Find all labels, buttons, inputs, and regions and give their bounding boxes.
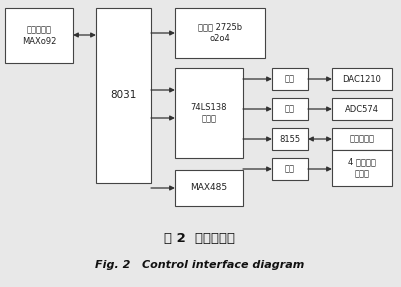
Bar <box>272 158 308 180</box>
Text: MAX485: MAX485 <box>190 183 227 193</box>
Text: 光耦: 光耦 <box>285 75 295 84</box>
Text: 存储器 2725b
o2o4: 存储器 2725b o2o4 <box>198 23 242 43</box>
Bar <box>332 128 392 150</box>
Bar <box>5 8 73 63</box>
Text: 图 2  控制接口图: 图 2 控制接口图 <box>164 232 235 245</box>
Bar <box>175 68 243 158</box>
Text: ADC574: ADC574 <box>345 104 379 113</box>
Bar <box>272 68 308 90</box>
Text: 光耦: 光耦 <box>285 104 295 113</box>
Bar <box>175 8 265 58</box>
Text: 光耦: 光耦 <box>285 164 295 174</box>
Text: 8031: 8031 <box>110 90 137 100</box>
Text: 程序监视器
MAXo92: 程序监视器 MAXo92 <box>22 25 56 46</box>
Bar <box>175 170 243 206</box>
Text: 键盘、显示: 键盘、显示 <box>350 135 375 144</box>
Bar <box>332 68 392 90</box>
Text: 74LS138
译码器: 74LS138 译码器 <box>191 102 227 123</box>
Text: 4 个电机、
电振机: 4 个电机、 电振机 <box>348 158 376 179</box>
Bar <box>272 98 308 120</box>
Text: Fig. 2   Control interface diagram: Fig. 2 Control interface diagram <box>95 260 305 270</box>
Text: DAC1210: DAC1210 <box>342 75 381 84</box>
Bar <box>332 98 392 120</box>
Bar <box>96 8 151 183</box>
Bar <box>332 150 392 186</box>
Text: 8155: 8155 <box>279 135 301 144</box>
Bar <box>272 128 308 150</box>
